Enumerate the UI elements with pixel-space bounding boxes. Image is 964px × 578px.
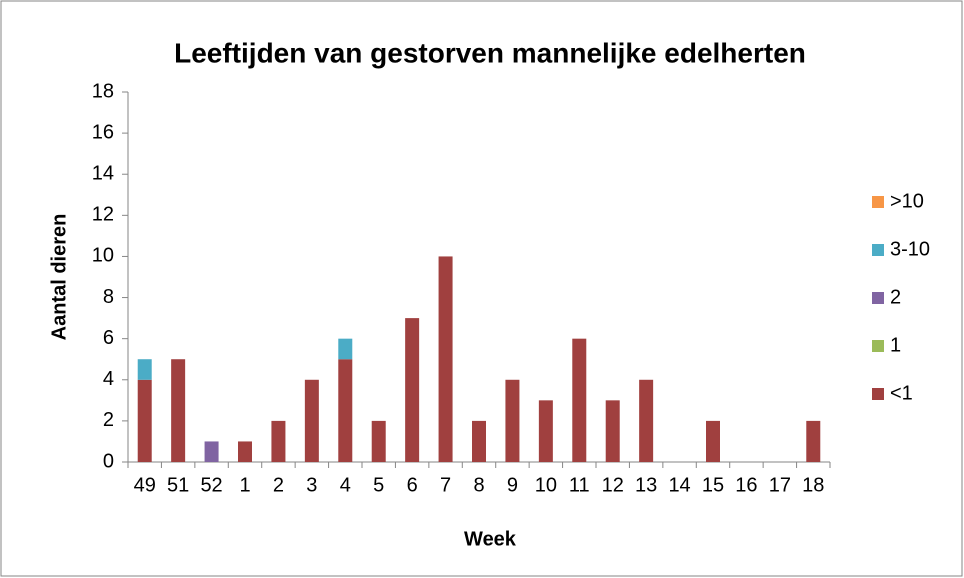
y-tick-label: 16 bbox=[92, 121, 114, 143]
bar-segment bbox=[438, 256, 453, 462]
y-tick-label: 14 bbox=[92, 163, 114, 185]
x-tick-label: 5 bbox=[373, 474, 384, 496]
bar-segment bbox=[405, 318, 420, 462]
x-tick-label: 8 bbox=[473, 474, 484, 496]
legend-swatch bbox=[872, 196, 884, 208]
bar-segment bbox=[538, 400, 553, 462]
y-tick-label: 10 bbox=[92, 245, 114, 267]
y-tick-label: 8 bbox=[103, 286, 114, 308]
x-tick-label: 9 bbox=[507, 474, 518, 496]
bar-segment bbox=[806, 420, 821, 462]
x-tick-label: 4 bbox=[340, 474, 351, 496]
chart-title: Leeftijden van gestorven mannelijke edel… bbox=[174, 37, 806, 68]
y-tick-label: 18 bbox=[92, 80, 114, 102]
bar-segment bbox=[137, 359, 152, 380]
y-tick-label: 12 bbox=[92, 204, 114, 226]
x-tick-label: 3 bbox=[306, 474, 317, 496]
x-tick-label: 49 bbox=[134, 474, 156, 496]
legend-swatch bbox=[872, 244, 884, 256]
x-tick-label: 7 bbox=[440, 474, 451, 496]
x-tick-label: 10 bbox=[535, 474, 557, 496]
bar-segment bbox=[505, 379, 520, 462]
bar-segment bbox=[639, 379, 654, 462]
y-tick-label: 6 bbox=[103, 327, 114, 349]
bar-segment bbox=[605, 400, 620, 462]
bar-segment bbox=[338, 338, 353, 360]
bar-segment bbox=[304, 379, 319, 462]
x-tick-label: 16 bbox=[735, 474, 757, 496]
bar-segment bbox=[137, 379, 152, 462]
legend-label: 2 bbox=[890, 286, 901, 308]
x-tick-label: 2 bbox=[273, 474, 284, 496]
x-tick-label: 51 bbox=[167, 474, 189, 496]
y-axis-label: Aantal dieren bbox=[48, 214, 70, 341]
legend-swatch bbox=[872, 340, 884, 352]
x-tick-label: 6 bbox=[407, 474, 418, 496]
legend-label: <1 bbox=[890, 382, 913, 404]
bar-segment bbox=[371, 420, 386, 462]
x-tick-label: 12 bbox=[602, 474, 624, 496]
y-tick-label: 0 bbox=[103, 450, 114, 472]
x-tick-label: 15 bbox=[702, 474, 724, 496]
x-tick-label: 14 bbox=[668, 474, 690, 496]
bar-segment bbox=[271, 420, 286, 462]
bar-segment bbox=[472, 420, 486, 462]
legend-swatch bbox=[872, 388, 884, 400]
x-tick-label: 1 bbox=[239, 474, 250, 496]
x-tick-label: 18 bbox=[802, 474, 824, 496]
legend-swatch bbox=[872, 292, 884, 304]
legend-label: 3-10 bbox=[890, 238, 930, 260]
x-tick-label: 52 bbox=[200, 474, 222, 496]
bar-segment bbox=[572, 338, 587, 462]
legend-label: 1 bbox=[890, 334, 901, 356]
x-tick-label: 13 bbox=[635, 474, 657, 496]
x-tick-label: 11 bbox=[569, 474, 590, 496]
x-axis-label: Week bbox=[464, 528, 517, 550]
legend-label: >10 bbox=[890, 190, 924, 212]
y-tick-label: 4 bbox=[103, 368, 114, 390]
bar-segment bbox=[338, 359, 353, 462]
y-tick-label: 2 bbox=[103, 409, 114, 431]
bar-segment bbox=[238, 441, 252, 462]
x-tick-label: 17 bbox=[769, 474, 791, 496]
bar-segment bbox=[204, 441, 219, 462]
bar-segment bbox=[171, 359, 186, 462]
bar-segment bbox=[706, 420, 720, 462]
